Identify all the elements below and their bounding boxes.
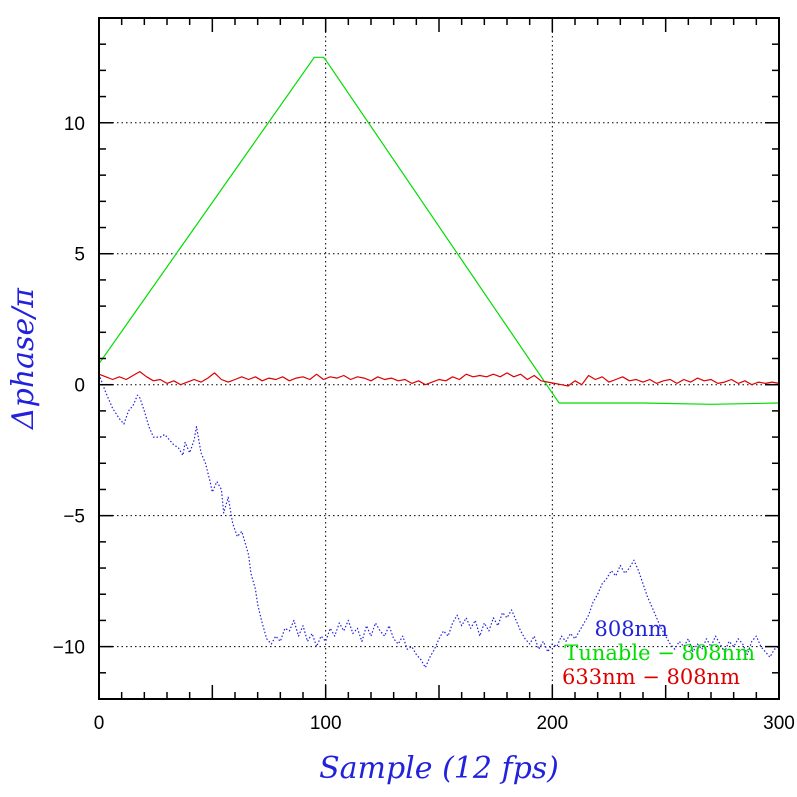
plot-frame [98, 17, 780, 700]
y-tick-label: 0 [74, 376, 85, 397]
x-tick-label: 200 [536, 713, 568, 734]
legend-entry: 633nm − 808nm [562, 665, 740, 689]
legend-entry: 808nm [594, 617, 668, 641]
x-tick-label: 100 [310, 713, 342, 734]
y-tick-label: 10 [64, 114, 85, 135]
axis-ticks [98, 17, 780, 700]
tick-labels: 0 100 200 300 10 5 0 −5 −10 [53, 114, 795, 734]
x-tick-label: 300 [763, 713, 795, 734]
x-tick-label: 0 [94, 713, 105, 734]
y-tick-label: −10 [53, 638, 85, 659]
x-axis-title: Sample (12 fps) [319, 751, 559, 786]
y-axis-title: Δphase/π [6, 287, 41, 430]
y-tick-label: −5 [63, 507, 85, 528]
y-tick-label: 5 [74, 245, 85, 266]
series-line-1 [98, 373, 780, 669]
series-lines [98, 56, 780, 669]
grid-lines [99, 18, 779, 699]
series-line-3 [98, 371, 780, 387]
series-line-2 [98, 56, 780, 405]
legend-entry: Tunable − 808nm [564, 641, 755, 665]
